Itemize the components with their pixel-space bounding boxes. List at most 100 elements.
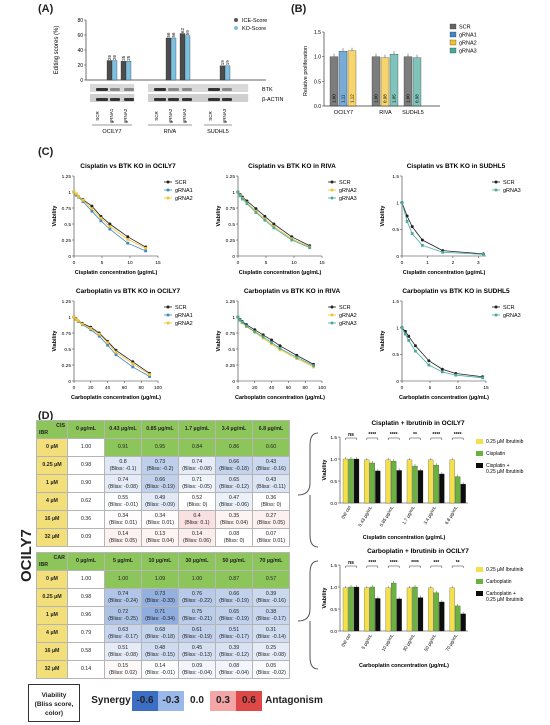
x-tick-label: 60 [122, 385, 128, 391]
data-point-g3 [481, 376, 485, 380]
data-point-scr [405, 214, 409, 218]
bar-cis [364, 459, 370, 504]
table-cell: 0.08 (Bliss: -0.04) [215, 660, 253, 679]
data-point-g1 [99, 219, 103, 223]
cell-bliss-score: (Bliss: 0.01) [109, 519, 137, 526]
bar-ice-value: 62 [180, 27, 185, 33]
table-cell: 1.09 [141, 570, 179, 589]
cell-bliss-score: (Bliss: -0.24) [108, 597, 138, 604]
column-header: 0 µg/mL [67, 552, 105, 571]
table-cell: 0.86 [215, 438, 253, 457]
cell-bliss-score: (Bliss: -0.04) [219, 669, 249, 676]
data-point-g3 [270, 341, 273, 344]
x-tick-label: 3 [477, 260, 480, 266]
cell-viability: 0.71 [154, 608, 166, 615]
row-header: 0.25 µM [36, 456, 68, 475]
cell-viability: 0.87 [228, 576, 240, 582]
table-cell: 0.66 (Bliss: -0.19) [215, 588, 253, 607]
data-point-g2 [144, 246, 148, 250]
data-point-g1 [97, 334, 101, 338]
bar-value-label: 1.00 [332, 94, 337, 103]
data-point-g2 [90, 207, 94, 211]
data-point-g3 [427, 363, 431, 367]
cell-bliss-score: (Bliss: 0.05) [257, 519, 285, 526]
bar-combo [460, 483, 466, 504]
panel-label-b: (B) [291, 3, 307, 15]
legend-label: gRNA3 [459, 49, 477, 55]
data-point-g1 [126, 241, 130, 245]
bar-drug [348, 586, 354, 632]
cell-viability: 1.09 [154, 576, 166, 582]
chart-title: Carboplatin vs BTK KO in SUDHL5 [402, 288, 510, 295]
table-cell: 0.09 (Bliss: -0.04) [178, 660, 216, 679]
bar-combo [375, 598, 381, 632]
data-point-scr [126, 235, 130, 239]
y-tick-label: 0.25 [62, 363, 72, 369]
cell-viability: 0.34 [154, 512, 166, 519]
significance-label: ** [456, 560, 460, 566]
x-tick-label: 5 [101, 260, 104, 266]
single-agent-value: 0.09 [67, 528, 105, 547]
bar-ko [125, 61, 132, 81]
x-tick-label: 100 [154, 385, 162, 391]
cell-viability: 0.45 [191, 644, 203, 651]
bar-drug [433, 592, 439, 632]
cell-bliss-score: (Bliss: -0.17) [108, 633, 138, 640]
cell-viability: 0.39 [228, 644, 240, 651]
lane-label: SCR [95, 111, 100, 121]
table-cell: 0.51 (Bliss: -0.17) [215, 624, 253, 643]
cell-bliss-score: (Bliss: -0.04) [182, 669, 212, 676]
x-axis-label: Carboplatin concentration (µg/mL) [359, 663, 449, 669]
series-line-scr [401, 202, 484, 255]
bar-ko [224, 65, 231, 81]
row-header: 32 µM [36, 660, 68, 679]
data-point-g3 [241, 197, 244, 201]
significance-bracket [366, 565, 379, 568]
y-tick-label: 1.25 [226, 174, 236, 180]
data-point-g3 [400, 201, 404, 205]
x-tick-label: 0 [237, 385, 240, 391]
cell-line-label: OCILY7 [18, 529, 35, 582]
y-tick-label: 0 [232, 254, 235, 260]
y-tick-label: 1.5 [392, 299, 399, 305]
y-tick-label: 0.5 [330, 479, 337, 485]
table-cell: 0.71 (Bliss: -0.34) [141, 606, 179, 625]
bar-ko-value: 25 [126, 55, 131, 61]
data-point-g2 [131, 362, 135, 366]
bar-combo [460, 613, 466, 632]
y-tick-label: 1.5 [330, 563, 337, 569]
cell-viability: 0.72 [117, 608, 129, 615]
data-point-scr [440, 367, 444, 371]
table-cell: 0.95 [141, 438, 179, 457]
y-axis-label: Viability [380, 205, 386, 227]
btk-band [154, 88, 166, 91]
bar-combo [353, 458, 360, 504]
y-tick-label: 0.25 [62, 238, 72, 244]
data-point-g3 [308, 246, 312, 250]
column-header: 0.85 µg/mL [141, 420, 179, 439]
data-point-g3 [482, 253, 485, 256]
significance-bracket [430, 565, 443, 568]
cell-bliss-score: (Bliss: -0.19) [219, 597, 249, 604]
legend-label: gRNA2 [459, 41, 477, 47]
table-cell: 0.74 (Bliss: -0.08) [178, 456, 216, 475]
y-tick-label: 1 [232, 315, 235, 321]
significance-bracket [409, 565, 421, 568]
significance-label: **** [454, 432, 462, 438]
table-cell: 0.66 (Bliss: -0.19) [141, 474, 179, 493]
single-agent-value: 0.62 [67, 492, 105, 511]
table-cell: 0.63 (Bliss: -0.17) [104, 624, 142, 643]
series-line-g2 [237, 316, 314, 368]
table-cell: 0.57 [252, 570, 290, 589]
y-tick-label: 0.5 [330, 607, 337, 613]
y-axis-label: Viability [216, 205, 222, 227]
column-header: 70 µg/mL [252, 552, 290, 571]
significance-label: ** [413, 432, 417, 438]
cell-bliss-score: (Bliss: -0.12) [219, 651, 249, 658]
y-tick-label: 0.5 [64, 222, 71, 228]
y-tick-label: 1.0 [330, 585, 337, 591]
panel-label-c: (C) [38, 146, 54, 158]
cell-viability: 0.39 [265, 590, 277, 597]
bar-cis [406, 587, 413, 632]
legend-label: SCR [503, 305, 515, 311]
